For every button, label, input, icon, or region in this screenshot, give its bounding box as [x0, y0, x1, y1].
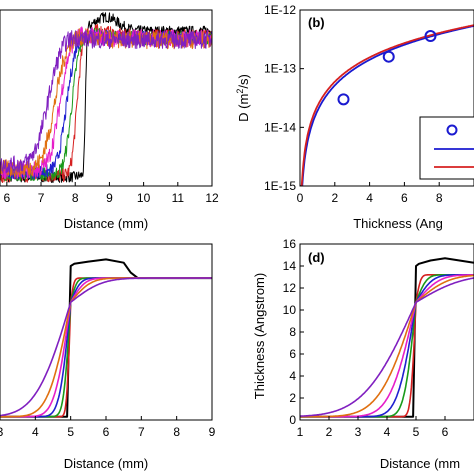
panel-d-x-tick-label: 1: [297, 425, 304, 439]
panel-d-series-line: [300, 277, 474, 417]
panel-c-x-tick-label: 3: [0, 425, 4, 439]
panel-c-x-label: Distance (mm): [64, 456, 149, 471]
panel-d-series-line: [300, 273, 474, 418]
panel-b-y-label-tail: /s): [236, 74, 251, 88]
panel-a-x-tick-label: 9: [106, 191, 113, 205]
panel-c-initial-profile: [0, 258, 212, 418]
panel-a-frame: [0, 9, 213, 187]
legend-marker-data: [446, 124, 458, 136]
panel-b-x-label: Thickness (Ang: [353, 216, 443, 231]
panel-d-x-tick-label: 3: [355, 425, 362, 439]
panel-b-data-point: [337, 93, 350, 106]
panel-b-x-tick-label: 6: [401, 191, 408, 205]
panel-d-x-ticks: 1 2 3 4 5 6: [297, 416, 449, 439]
panel-c-x-ticks: 3 4 5 6 7 8 9: [0, 416, 216, 439]
panel-d-y-tick-label: 0: [289, 413, 296, 427]
panel-c-series-line: [0, 277, 212, 417]
panel-b-x-tick-label: 0: [297, 191, 304, 205]
panel-b-y-tick-label: 1E-13: [264, 62, 296, 76]
panel-d-x-label: Distance (mm: [380, 456, 460, 471]
panel-d-series-line: [300, 274, 474, 418]
panel-a-x-tick-label: 10: [137, 191, 151, 205]
panel-a-x-tick-label: 11: [172, 191, 185, 205]
panel-d-y-tick-label: 16: [283, 237, 297, 251]
panel-b-y-label-main: D (m: [236, 94, 251, 122]
panel-b-fit-curve: [300, 24, 474, 186]
panel-c-frame: [0, 243, 213, 421]
legend-box: [419, 116, 474, 180]
panel-d-label: (d): [308, 250, 325, 265]
panel-d-series-line: [300, 274, 474, 418]
panel-c-x-tick-label: 5: [67, 425, 74, 439]
panel-b-x-ticks: 0 2 4 6 8: [297, 182, 443, 205]
panel-b-data-point: [424, 30, 437, 43]
panel-b-y-ticks: 1E-15 1E-14 1E-13 1E-12: [264, 3, 304, 193]
panel-b-y-label-sup: 2: [235, 89, 245, 94]
panel-d-x-tick-label: 5: [413, 425, 420, 439]
panel-c-x-tick-label: 8: [173, 425, 180, 439]
panel-d-y-label: Thickness (Angstrom): [252, 273, 267, 399]
panel-c-series-line: [0, 277, 212, 418]
panel-c-series-line: [0, 277, 212, 418]
panel-d-y-tick-label: 14: [283, 259, 297, 273]
panel-c-series-line: [0, 277, 212, 418]
panel-a-x-tick-label: 7: [38, 191, 45, 205]
panel-b: 0 2 4 6 8 1E-15 1E-14 1E-13 1E-12 (b) Thickness…: [235, 3, 474, 231]
panel-d-y-ticks: 0 2 4 6 8 10 12 14 16: [283, 237, 304, 427]
panel-a-x-tick-label: 8: [72, 191, 79, 205]
panel-a-lines: [0, 12, 212, 183]
panel-c-x-tick-label: 4: [32, 425, 39, 439]
panel-d-y-tick-label: 8: [289, 325, 296, 339]
panel-b-x-tick-label: 4: [366, 191, 373, 205]
panel-d-lines: [300, 257, 474, 418]
panel-b-x-tick-label: 8: [436, 191, 443, 205]
panel-b-frame: [299, 9, 474, 187]
panel-b-x-tick-label: 2: [331, 191, 338, 205]
panel-c-x-tick-label: 9: [209, 425, 216, 439]
panel-b-data-point: [382, 50, 395, 63]
panel-b-y-label: D (m2/s): [235, 74, 251, 122]
panel-d-y-tick-label: 2: [289, 391, 296, 405]
panel-a: 6 7 8 9 10 11 12 Distance (mm): [0, 9, 219, 231]
panel-d-initial-profile: [300, 257, 474, 418]
panel-a-x-label: Distance (mm): [64, 216, 149, 231]
panel-d-x-tick-label: 4: [384, 425, 391, 439]
panel-d-series-line: [300, 273, 474, 418]
panel-d-x-tick-label: 2: [326, 425, 333, 439]
panel-a-series-line: [0, 30, 212, 174]
panel-d-y-tick-label: 6: [289, 347, 296, 361]
panel-c-series-line: [0, 277, 212, 418]
panel-d-y-tick-label: 10: [283, 303, 297, 317]
panel-d-y-tick-label: 4: [289, 369, 296, 383]
panel-d-series-line: [300, 273, 474, 418]
panel-c: 3 4 5 6 7 8 9 Distance (mm): [0, 243, 216, 471]
panel-b-lines: [300, 24, 474, 186]
panel-d-x-tick-label: 6: [442, 425, 449, 439]
panel-d-y-tick-label: 12: [283, 281, 297, 295]
panel-c-x-tick-label: 7: [138, 425, 145, 439]
panel-c-lines: [0, 258, 212, 418]
panel-b-y-tick-label: 1E-12: [264, 3, 296, 17]
panel-d-frame: [299, 243, 474, 421]
panel-a-x-tick-label: 12: [205, 191, 219, 205]
panel-a-x-tick-label: 6: [3, 191, 10, 205]
panel-a-series-line: [0, 23, 212, 183]
panel-b-legend: [419, 116, 474, 180]
panel-b-y-tick-label: 1E-14: [264, 120, 296, 134]
panel-c-series-line: [0, 277, 212, 418]
panel-b-y-tick-label: 1E-15: [264, 179, 296, 193]
panel-c-x-tick-label: 6: [103, 425, 110, 439]
panel-b-label: (b): [308, 15, 325, 30]
panel-a-x-ticks: 6 7 8 9 10 11 12: [3, 182, 219, 205]
